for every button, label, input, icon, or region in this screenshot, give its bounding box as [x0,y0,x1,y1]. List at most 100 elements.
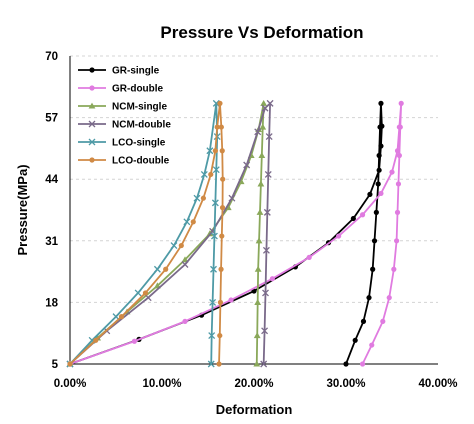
data-point-lco-double [217,299,224,305]
data-point-lco-double [219,205,226,211]
data-point-gr-double [394,148,401,154]
data-point-lco-double [214,124,220,130]
data-point-lco-double [218,266,224,272]
data-point-gr-double [359,212,366,218]
data-point-gr-single [371,238,378,244]
tick-labels: 5 18 31 44 57 70 0.00% 10.00% 20.00% 30.00% 40.00% [45,51,457,390]
data-point-lco-single [200,171,208,178]
data-point-gr-single [352,337,358,343]
legend-swatch-marker [89,157,95,163]
data-point-lco-single [193,194,201,202]
series-line-ncm-single [69,102,265,365]
data-point-lco-double [219,148,225,154]
data-point-gr-single [378,143,384,149]
data-point-gr-single [375,181,381,187]
data-point-gr-single [360,318,367,324]
data-point-lco-double [220,176,226,182]
data-point-gr-double [395,181,402,187]
data-point-lco-double [217,332,223,339]
data-point-gr-double [269,276,275,282]
data-point-ncm-double [254,128,262,136]
axes [69,56,438,365]
data-point-ncm-single [256,208,264,215]
legend-label: GR-single [112,66,160,77]
legend-swatch-marker [89,67,95,73]
data-point-gr-double [182,318,188,324]
data-point-gr-single [366,295,372,301]
data-point-ncm-single [181,256,189,263]
data-point-gr-single [370,266,376,272]
legend-label: NCM-single [112,102,167,113]
data-point-ncm-single [258,152,266,159]
data-point-lco-double [218,124,224,130]
data-point-lco-single [134,289,142,297]
legend-label: GR-double [112,84,164,95]
y-tick-label: 57 [45,113,58,125]
data-point-ncm-single [257,180,265,187]
legend-swatch-marker [88,138,96,146]
data-point-lco-double [217,100,223,106]
legend-label: NCM-double [112,120,171,131]
data-point-lco-double [93,337,99,343]
data-point-lco-double [178,242,184,249]
legend-swatch-marker [88,120,96,128]
legend-item-ncm-single: NCM-single [78,102,167,113]
data-point-gr-single [373,209,379,215]
legend-item-lco-single: LCO-single [78,138,166,149]
data-point-gr-single [377,124,383,130]
legend-swatch-marker [88,102,96,109]
data-point-gr-double [396,152,402,159]
data-point-lco-single [112,313,120,321]
data-point-gr-single [376,167,382,173]
x-axis-title: Deformation [216,402,293,417]
data-point-ncm-single [253,360,261,367]
data-point-lco-double [212,148,218,154]
data-point-ncm-double [266,99,274,107]
data-point-gr-double [378,190,384,197]
data-point-lco-single [209,298,217,306]
data-point-ncm-double [228,194,236,202]
data-point-ncm-double [260,360,268,368]
data-point-lco-single [170,242,178,249]
legend-item-gr-double: GR-double [78,84,164,95]
y-axis-title: Pressure(MPa) [15,164,30,255]
data-point-ncm-double [262,246,270,254]
legend-item-lco-double: LCO-double [78,156,170,167]
y-tick-label: 70 [45,51,58,63]
data-point-gr-double [380,318,386,324]
data-point-gr-single [376,152,382,159]
data-point-lco-single [153,265,161,273]
x-tick-label: 30.00% [326,378,365,390]
data-point-lco-single [210,265,217,273]
data-point-gr-double [394,238,400,244]
data-point-lco-single [211,199,219,207]
data-point-lco-single [183,218,191,226]
data-point-gr-single [350,215,356,222]
data-point-gr-double [359,361,366,367]
data-point-ncm-double [261,327,269,335]
y-tick-label: 18 [45,297,58,309]
series-lco-double [67,100,226,367]
data-point-gr-double [397,124,403,130]
y-tick-label: 5 [52,359,59,371]
series-group [66,99,404,368]
data-point-lco-double [67,361,73,367]
data-point-ncm-single [259,123,267,130]
x-tick-label: 10.00% [142,378,181,390]
x-tick-label: 40.00% [418,378,457,390]
data-point-gr-single [367,191,373,197]
legend-swatch-marker [89,85,95,91]
data-point-ncm-double [264,171,272,178]
y-tick-label: 44 [45,174,58,186]
data-point-gr-single [378,100,384,106]
data-point-lco-double [142,290,149,296]
data-point-gr-double [398,100,404,106]
data-point-gr-single [343,361,349,367]
legend-item-ncm-double: NCM-double [78,120,171,131]
x-tick-label: 20.00% [234,378,273,390]
chart-title: Pressure Vs Deformation [160,23,363,42]
data-point-gr-double [394,209,401,215]
data-point-lco-single [208,332,216,340]
data-point-lco-double [190,219,196,225]
